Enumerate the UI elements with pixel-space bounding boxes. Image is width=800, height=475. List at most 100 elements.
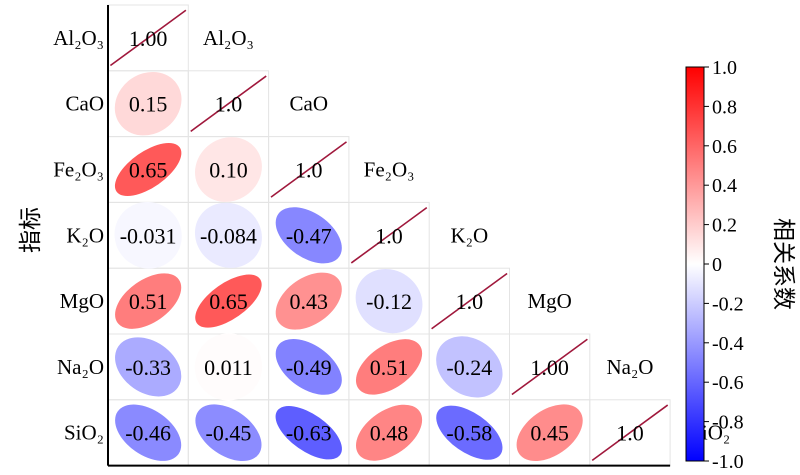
cell-value-label: 0.65 bbox=[209, 289, 248, 314]
colorbar-tick-label: -0.8 bbox=[712, 412, 744, 434]
colorbar-tick-label: -0.4 bbox=[712, 333, 744, 355]
colorbar-tick-label: 0 bbox=[712, 254, 722, 276]
cell-value-label: 0.45 bbox=[530, 421, 569, 446]
axes bbox=[107, 5, 671, 467]
heatmap-cell: 1.00 bbox=[109, 9, 187, 67]
correlation-ellipse bbox=[115, 337, 182, 397]
heatmap-cell: 0.51 bbox=[115, 273, 182, 329]
cell-value-label: 0.43 bbox=[290, 289, 329, 314]
heatmap-cell: -0.49 bbox=[275, 338, 342, 395]
heatmap-cell: 1.0 bbox=[591, 404, 669, 461]
correlation-ellipse bbox=[355, 404, 423, 461]
cell-value-label: -0.49 bbox=[286, 355, 332, 380]
heatmap-cell: -0.58 bbox=[436, 405, 503, 460]
cell-value-label: 1.00 bbox=[530, 355, 569, 380]
cell-value-label: 0.48 bbox=[370, 421, 409, 446]
colorbar-tick-label: 0.4 bbox=[712, 175, 737, 197]
variable-labels: Al₂O₃ Al₂O₃ CaO CaO Fe₂O₃ Fe₂O₃ K₂O K₂O MgO MgO Na… bbox=[53, 26, 730, 445]
cell-value-label: -0.031 bbox=[120, 223, 177, 248]
heatmap-cell: 0.48 bbox=[355, 404, 423, 461]
heatmap-cell: 1.0 bbox=[190, 75, 267, 132]
column-variable-label: Fe₂O₃ bbox=[364, 158, 415, 182]
correlation-ellipse bbox=[355, 339, 423, 395]
row-variable-label: Fe₂O₃ bbox=[53, 158, 104, 182]
correlation-ellipse bbox=[436, 336, 503, 398]
correlation-ellipse bbox=[194, 333, 263, 401]
cell-value-label: -0.12 bbox=[366, 289, 412, 314]
cell-value-label: 0.51 bbox=[370, 355, 409, 380]
column-variable-label: K₂O bbox=[451, 223, 489, 247]
y-axis-label: 指标 bbox=[18, 207, 43, 253]
column-variable-label: MgO bbox=[527, 289, 571, 313]
column-variable-label: CaO bbox=[290, 92, 329, 116]
diagonal-line bbox=[109, 9, 187, 67]
diagonal-line bbox=[190, 75, 267, 132]
colorbar-gradient bbox=[685, 66, 705, 462]
row-variable-label: MgO bbox=[60, 289, 104, 313]
heatmap-cell: 1.0 bbox=[431, 272, 508, 330]
heatmap-cells: 1.00 0.15 1.0 0.65 0.10 1.0 -0.031 -0.084 -0.47 1… bbox=[109, 9, 669, 461]
correlation-ellipse bbox=[436, 405, 503, 460]
row-variable-label: Al₂O₃ bbox=[53, 26, 104, 50]
heatmap-cell: 0.45 bbox=[516, 404, 583, 461]
heatmap-cell: -0.031 bbox=[114, 202, 182, 269]
cell-value-label: 1.0 bbox=[456, 289, 484, 314]
correlation-ellipse bbox=[114, 142, 182, 197]
correlation-ellipse bbox=[275, 338, 342, 395]
cell-value-label: -0.47 bbox=[286, 223, 332, 248]
correlation-ellipse bbox=[275, 272, 342, 330]
correlation-ellipse bbox=[195, 274, 262, 328]
colorbar-label: 相关系数 bbox=[771, 218, 796, 310]
colorbar-tick-label: -1.0 bbox=[712, 451, 744, 473]
cell-value-label: 1.0 bbox=[215, 92, 243, 117]
heatmap-cell: -0.084 bbox=[194, 202, 262, 268]
heatmap-cell: -0.63 bbox=[275, 405, 342, 460]
correlation-ellipse bbox=[195, 404, 262, 461]
correlation-ellipse bbox=[114, 202, 182, 269]
cell-value-label: 0.10 bbox=[209, 158, 248, 183]
cell-value-label: 0.011 bbox=[204, 355, 253, 380]
correlation-ellipse bbox=[115, 404, 182, 461]
row-variable-label: SiO₂ bbox=[64, 421, 104, 445]
heatmap-cell: -0.45 bbox=[195, 404, 262, 461]
cell-value-label: -0.46 bbox=[125, 421, 171, 446]
cell-value-label: -0.58 bbox=[446, 421, 492, 446]
row-variable-label: K₂O bbox=[66, 223, 104, 247]
colorbar-tick-label: -0.6 bbox=[712, 372, 744, 394]
correlation-ellipse bbox=[115, 273, 182, 329]
cell-value-label: 0.15 bbox=[129, 92, 168, 117]
diagonal-line bbox=[431, 272, 508, 330]
diagonal-line bbox=[511, 338, 588, 396]
heatmap-cell: 0.10 bbox=[194, 137, 262, 202]
row-variable-label: CaO bbox=[66, 92, 105, 116]
cell-value-label: 1.00 bbox=[129, 26, 168, 51]
cell-value-label: -0.084 bbox=[200, 223, 257, 248]
heatmap-cell: 0.65 bbox=[195, 274, 262, 328]
heatmap-cell: 0.15 bbox=[114, 71, 182, 136]
heatmap-cell: 1.0 bbox=[270, 141, 347, 198]
correlation-ellipse bbox=[516, 404, 583, 461]
diagonal-line bbox=[591, 404, 669, 461]
heatmap-cell: 1.00 bbox=[511, 338, 588, 396]
cell-value-label: 0.65 bbox=[129, 158, 168, 183]
colorbar-tick-label: 0.8 bbox=[712, 96, 737, 118]
correlation-ellipse bbox=[114, 71, 182, 136]
cell-value-label: -0.45 bbox=[206, 421, 252, 446]
colorbar: 1.0 0.8 0.6 0.4 0.2 0 -0.2 -0.4 -0.6 -0.8 -1.0 相关系… bbox=[685, 57, 796, 473]
colorbar-tick-label: 1.0 bbox=[712, 57, 737, 79]
colorbar-tick-label: 0.2 bbox=[712, 215, 737, 237]
correlation-ellipse bbox=[275, 405, 342, 460]
cell-value-label: 1.0 bbox=[375, 223, 403, 248]
cell-value-label: 1.0 bbox=[295, 158, 323, 183]
heatmap-cell: -0.33 bbox=[115, 337, 182, 397]
correlation-ellipse bbox=[355, 268, 423, 334]
colorbar-tick-label: -0.2 bbox=[712, 293, 744, 315]
row-variable-label: Na₂O bbox=[57, 355, 104, 379]
heatmap-cell: 1.0 bbox=[350, 207, 428, 264]
column-variable-label: Na₂O bbox=[606, 355, 653, 379]
cell-value-label: -0.63 bbox=[286, 421, 332, 446]
heatmap-cell: 0.011 bbox=[194, 333, 263, 401]
correlation-ellipse bbox=[194, 202, 262, 268]
cell-value-label: -0.33 bbox=[125, 355, 171, 380]
heatmap-cell: -0.46 bbox=[115, 404, 182, 461]
